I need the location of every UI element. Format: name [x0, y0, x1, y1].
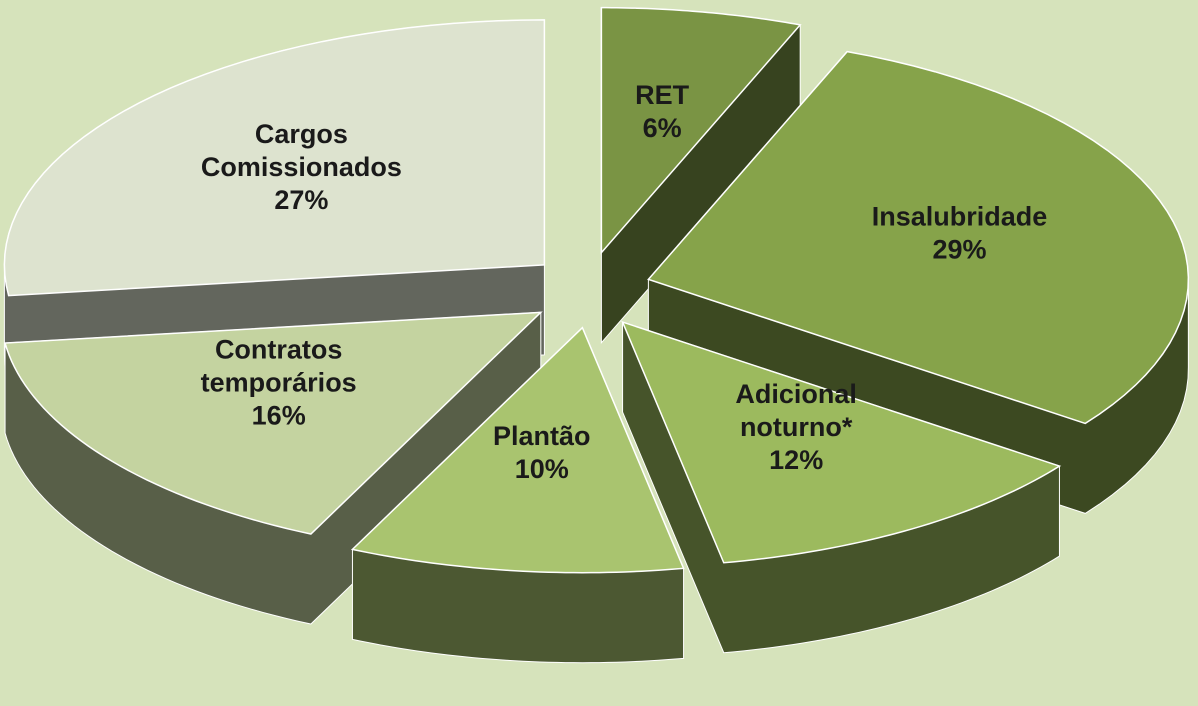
label-line: Adicional — [735, 379, 857, 409]
slice-top — [647, 50, 1190, 425]
slice — [350, 326, 685, 664]
label-line: Cargos — [255, 119, 348, 149]
slice-top — [621, 320, 1062, 564]
slice-top — [600, 6, 802, 255]
value-label: 12% — [769, 445, 823, 475]
value-label: 29% — [932, 234, 986, 264]
label-line: Comissionados — [201, 152, 402, 182]
label-line: Insalubridade — [872, 201, 1048, 231]
value-label: 16% — [252, 401, 306, 431]
slice-label: RET — [635, 80, 690, 110]
slice — [4, 311, 543, 625]
label-line: RET — [635, 80, 690, 110]
slice-label: Adicional noturno* — [735, 379, 857, 442]
label-line: noturno* — [740, 412, 853, 442]
label-line: Contratos — [215, 335, 343, 365]
label-line: temporários — [201, 368, 357, 398]
value-label: 10% — [515, 454, 569, 484]
slice-label: Plantão — [493, 421, 591, 451]
slice-top — [4, 311, 543, 535]
slice-label: Contratos temporários — [201, 335, 357, 398]
slice — [600, 6, 802, 345]
slice — [3, 19, 546, 387]
slice — [621, 320, 1062, 654]
value-label: 27% — [274, 185, 328, 215]
value-label: 6% — [643, 113, 682, 143]
slice-top — [350, 326, 685, 574]
slice-label: Insalubridade — [872, 201, 1048, 231]
label-line: Plantão — [493, 421, 591, 451]
slice-top — [3, 19, 546, 297]
slice-label: Cargos Comissionados — [201, 119, 402, 182]
